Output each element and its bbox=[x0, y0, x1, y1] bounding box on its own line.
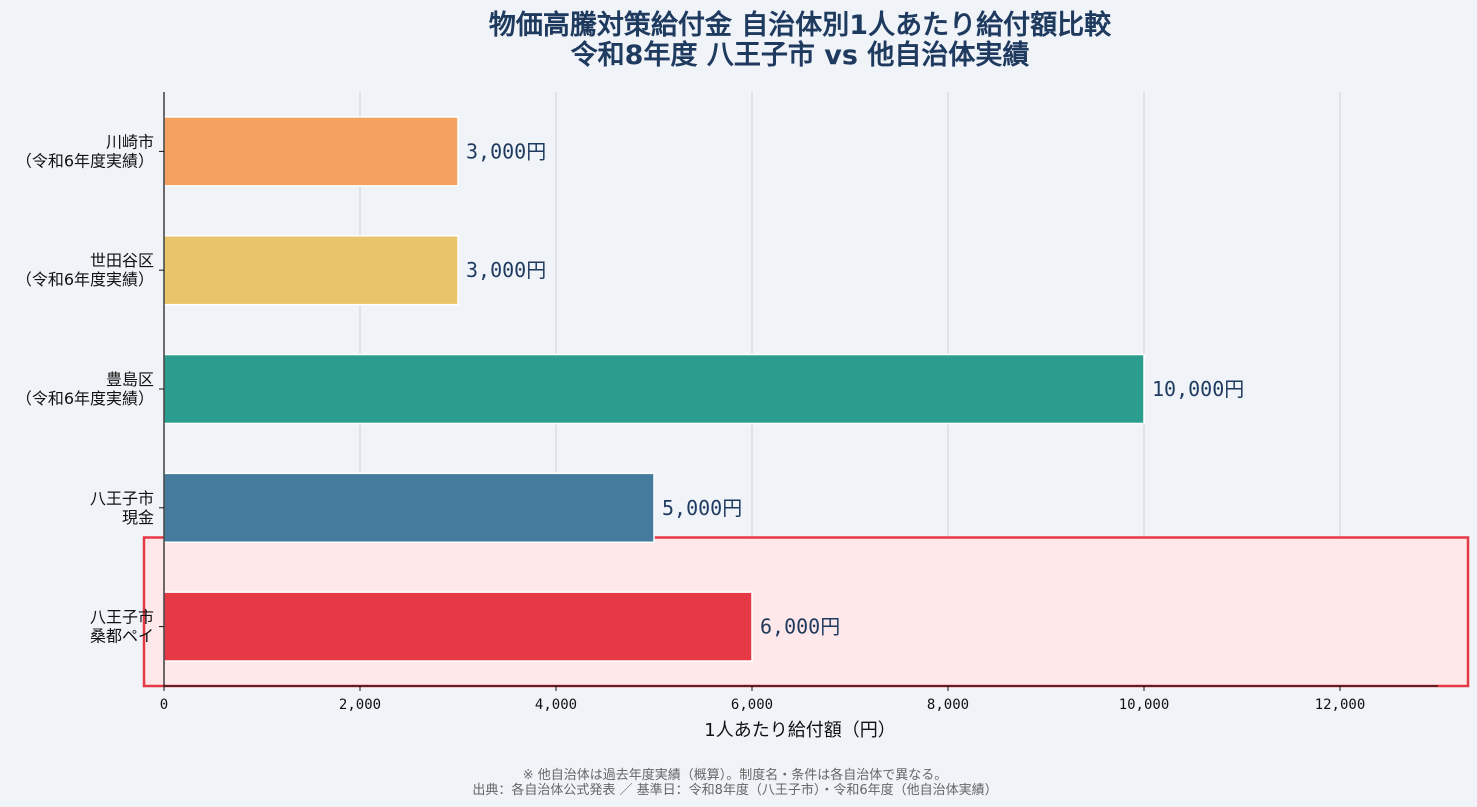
chart-title-line2: 令和8年度 八王子市 vs 他自治体実績 bbox=[571, 39, 1030, 71]
bar-1 bbox=[163, 234, 459, 306]
data-label-1: 3,000円 bbox=[466, 258, 546, 282]
bar-4 bbox=[163, 591, 753, 662]
x-tick-label-0: 0 bbox=[160, 697, 168, 713]
x-tick-label-2: 4,000 bbox=[535, 697, 577, 713]
y-tick-label-1-line1: 世田谷区 bbox=[90, 251, 154, 270]
y-tick-label-4-line2: 桑都ペイ bbox=[90, 627, 154, 646]
y-tick-label-1-line2: （令和6年度実績） bbox=[16, 270, 154, 289]
x-tick-label-6: 12,000 bbox=[1315, 697, 1366, 713]
x-tick-label-5: 10,000 bbox=[1119, 697, 1170, 713]
y-tick-label-3-line2: 現金 bbox=[122, 508, 154, 527]
data-label-3: 5,000円 bbox=[662, 496, 742, 520]
y-tick-label-0-line2: （令和6年度実績） bbox=[16, 151, 154, 170]
data-label-4: 6,000円 bbox=[760, 615, 840, 639]
data-labels: 3,000円 3,000円 10,000円 5,000円 6,000円 bbox=[466, 139, 1244, 638]
x-tick-label-1: 2,000 bbox=[339, 697, 381, 713]
bars bbox=[163, 116, 1145, 662]
footnote-line2: 出典：各自治体公式発表 ／ 基準日：令和8年度（八王子市）・令和6年度（他自治体… bbox=[472, 782, 997, 798]
bar-3 bbox=[163, 472, 655, 544]
footnote-line1: ※ 他自治体は過去年度実績（概算）。制度名・条件は各自治体で異なる。 bbox=[523, 767, 948, 783]
y-tick-label-3-line1: 八王子市 bbox=[90, 489, 154, 508]
chart-title-line1: 物価高騰対策給付金 自治体別1人あたり給付額比較 bbox=[489, 9, 1112, 41]
x-axis-label: 1人あたり給付額（円） bbox=[704, 720, 895, 741]
x-axis-ticks: 0 2,000 4,000 6,000 8,000 10,000 12,000 bbox=[160, 686, 1366, 713]
bar-0 bbox=[163, 116, 459, 187]
data-label-2: 10,000円 bbox=[1152, 377, 1244, 401]
y-axis-ticks: 川崎市（令和6年度実績）世田谷区（令和6年度実績）豊島区（令和6年度実績）八王子… bbox=[16, 132, 164, 646]
x-tick-label-4: 8,000 bbox=[927, 697, 969, 713]
bar-2 bbox=[163, 353, 1145, 425]
y-tick-label-0-line1: 川崎市 bbox=[106, 132, 154, 151]
y-tick-label-4-line1: 八王子市 bbox=[90, 608, 154, 627]
y-tick-label-2-line2: （令和6年度実績） bbox=[16, 389, 154, 408]
y-tick-label-2-line1: 豊島区 bbox=[106, 370, 154, 389]
data-label-0: 3,000円 bbox=[466, 139, 546, 163]
x-tick-label-3: 6,000 bbox=[731, 697, 773, 713]
